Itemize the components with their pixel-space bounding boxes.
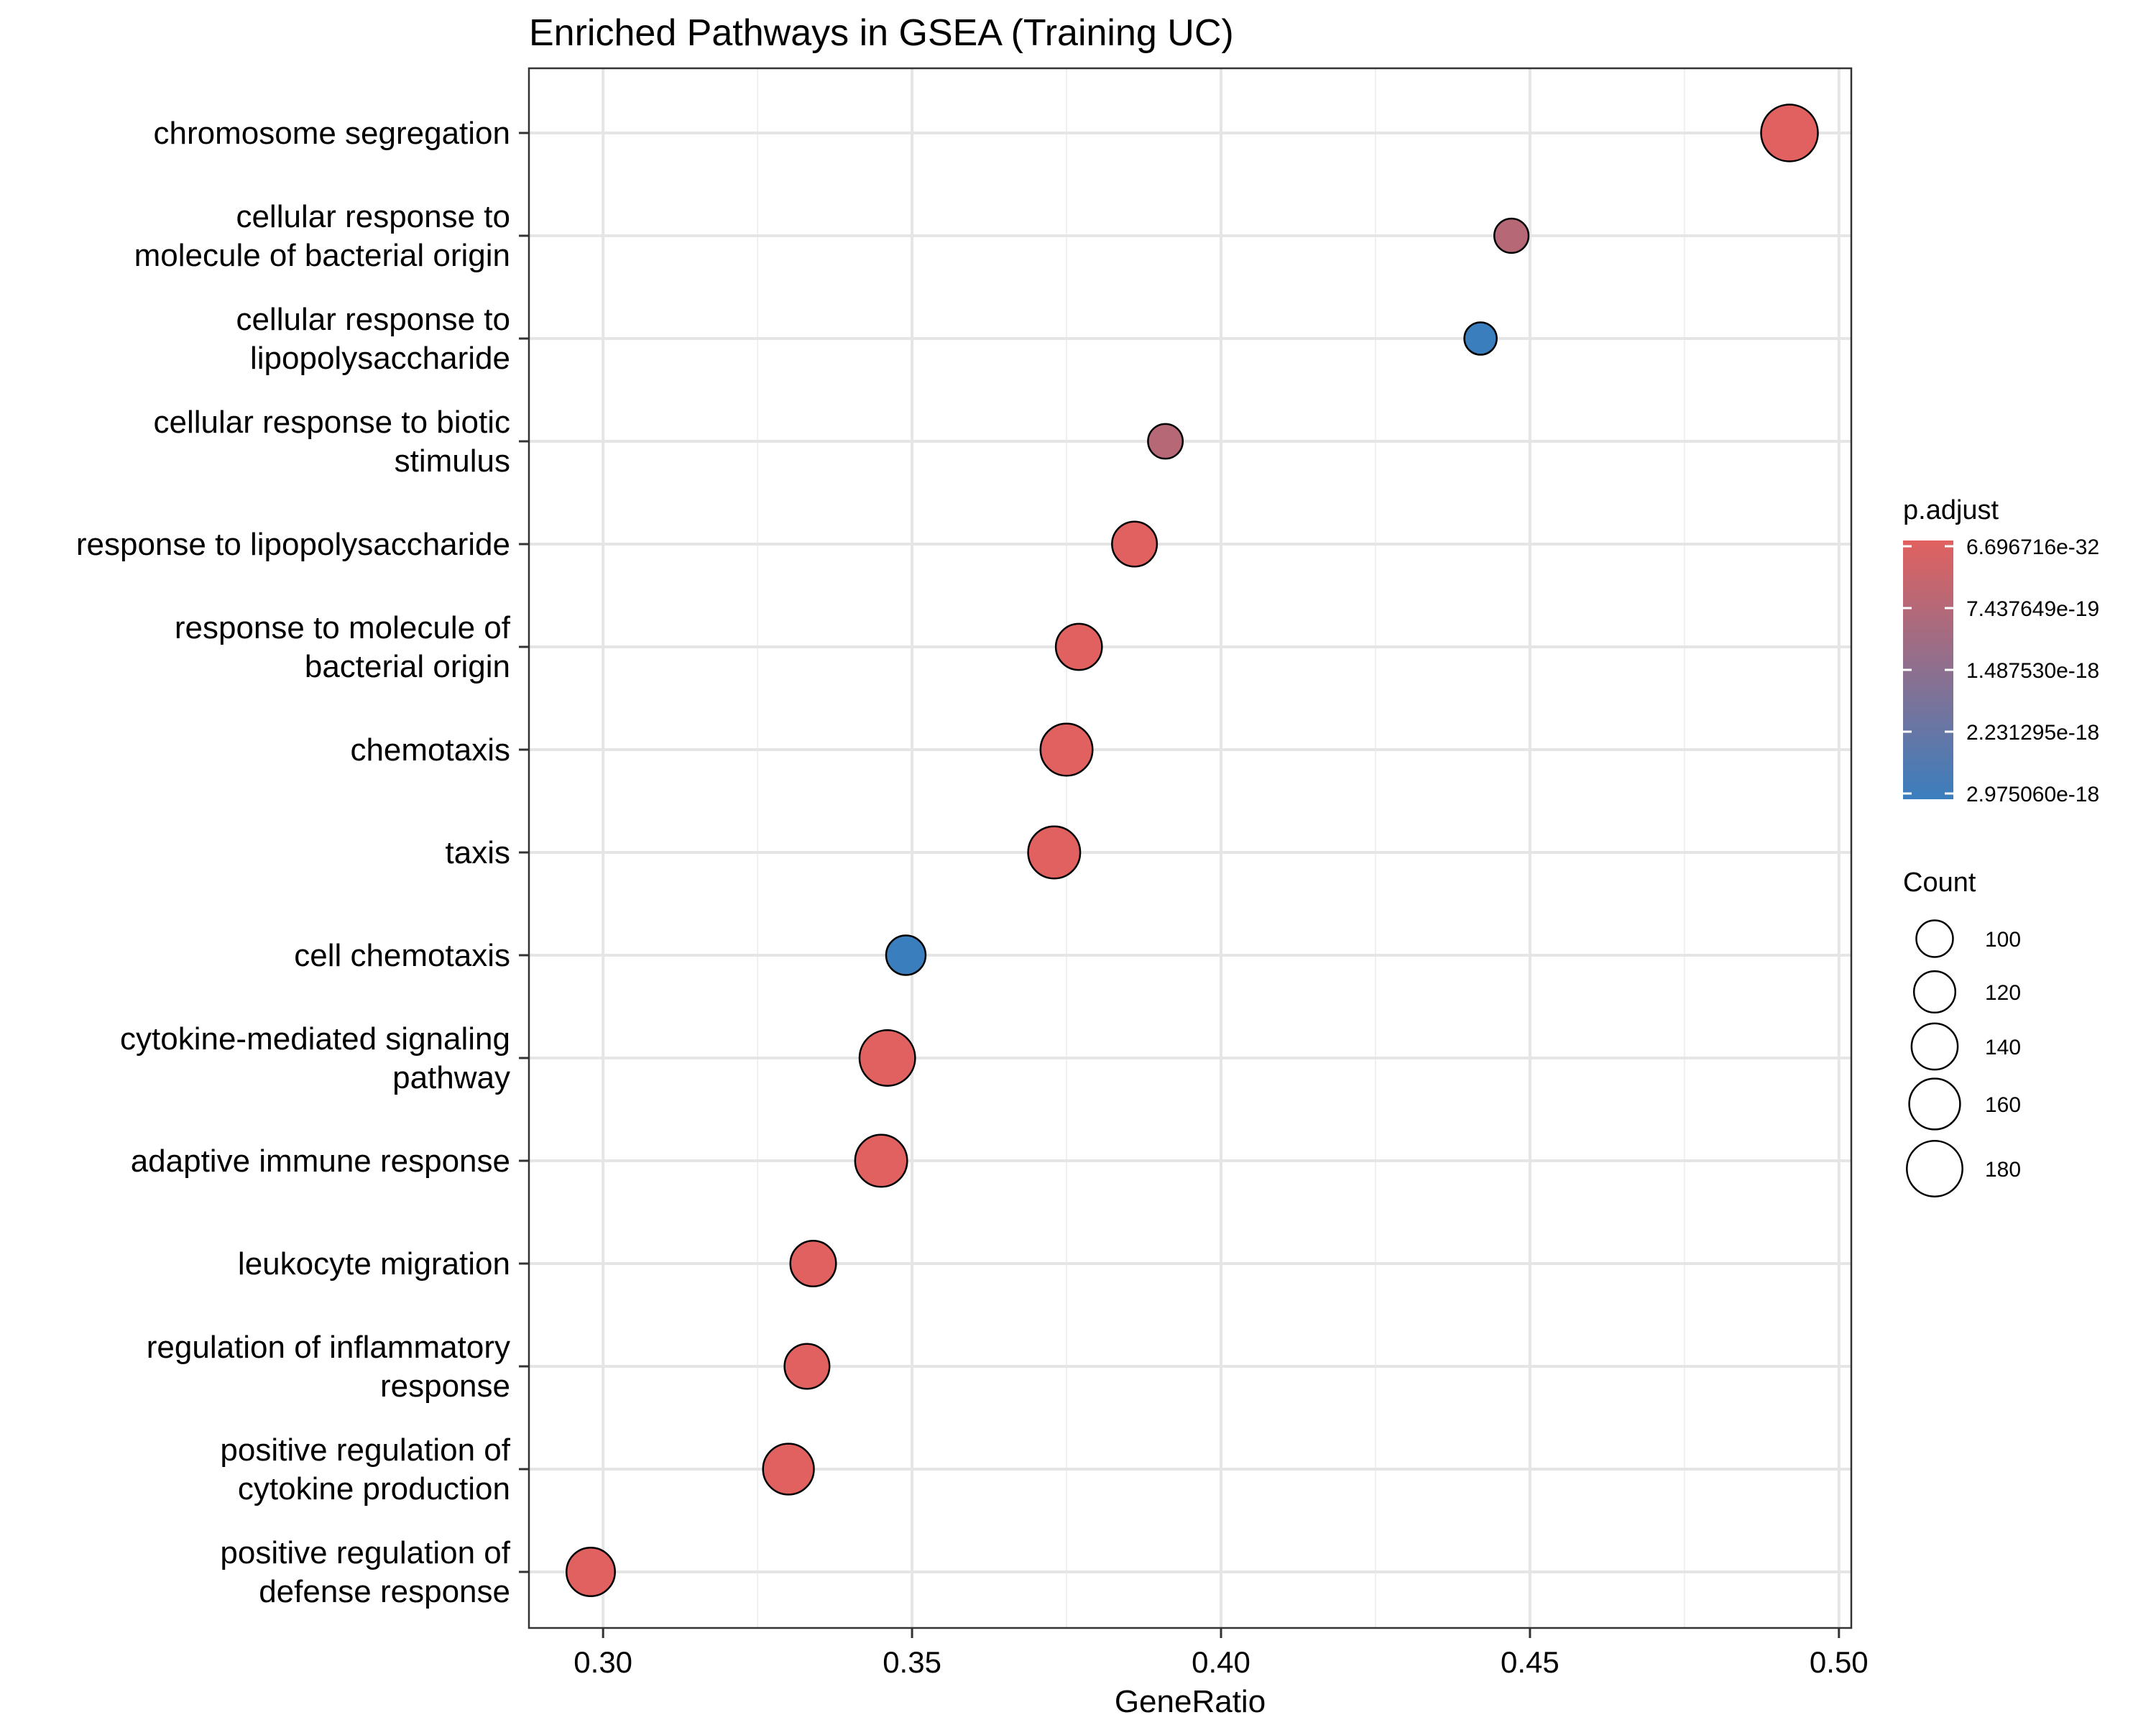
data-point [789, 1239, 837, 1288]
chart-title: Enriched Pathways in GSEA (Training UC) [529, 12, 1234, 54]
data-point [1493, 217, 1530, 254]
data-point [1147, 423, 1184, 460]
y-tick-label: cellular response to lipopolysaccharide [236, 302, 510, 376]
data-point [1111, 520, 1158, 568]
size-legend-label: 180 [1985, 1158, 2021, 1182]
size-legend-label: 140 [1985, 1036, 2021, 1059]
size-legend-title: Count [1903, 868, 1976, 898]
x-axis: 0.30 0.35 0.40 0.45 0.50 [573, 1628, 1869, 1679]
size-legend-label: 100 [1985, 928, 2021, 952]
color-legend: p.adjust 6.696716e-32 7.437649e-19 1.48753… [1903, 495, 2099, 806]
size-legend: Count 100 120 140 160 180 [1903, 868, 2021, 1197]
data-point [1760, 104, 1819, 162]
y-tick-label: leukocyte migration [238, 1246, 510, 1282]
y-tick-label: regulation of inflammatory response [147, 1330, 510, 1404]
x-tick-label: 0.50 [1810, 1645, 1869, 1679]
y-tick-label: cell chemotaxis [294, 938, 510, 973]
data-point [858, 1029, 916, 1087]
plot-panel [529, 68, 1851, 1628]
data-point [1027, 825, 1082, 880]
y-tick-label: positive regulation of defense response [220, 1535, 510, 1609]
size-legend-circle [1908, 1077, 1961, 1131]
size-legend-circle [1915, 919, 1954, 958]
size-legend-circle [1910, 1022, 1959, 1071]
y-tick-label: cellular response to biotic stimulus [154, 405, 510, 479]
color-legend-label: 1.487530e-18 [1966, 659, 2099, 683]
gridlines [529, 68, 1851, 1628]
size-legend-circle [1906, 1140, 1963, 1197]
color-legend-label: 7.437649e-19 [1966, 597, 2099, 621]
y-tick-label: chromosome segregation [154, 116, 510, 151]
color-legend-label: 2.975060e-18 [1966, 783, 2099, 806]
data-point [854, 1133, 908, 1188]
x-tick-label: 0.45 [1501, 1645, 1560, 1679]
y-tick-label: taxis [446, 835, 510, 870]
data-point [1039, 722, 1094, 777]
data-point [783, 1343, 831, 1390]
x-tick-label: 0.30 [573, 1645, 632, 1679]
size-legend-label: 120 [1985, 981, 2021, 1005]
y-tick-label: response to molecule of bacterial origin [175, 610, 511, 684]
color-legend-label: 2.231295e-18 [1966, 721, 2099, 745]
y-tick-label: cellular response to molecule of bacteria… [134, 199, 510, 273]
color-legend-title: p.adjust [1903, 495, 1999, 525]
size-legend-circle [1912, 970, 1957, 1014]
x-tick-label: 0.40 [1192, 1645, 1250, 1679]
color-legend-label: 6.696716e-32 [1966, 535, 2099, 559]
data-points [565, 104, 1819, 1597]
x-tick-label: 0.35 [883, 1645, 941, 1679]
y-tick-label: chemotaxis [350, 732, 510, 768]
data-point [565, 1547, 616, 1597]
size-legend-label: 160 [1985, 1093, 2021, 1117]
y-tick-label: response to lipopolysaccharide [76, 527, 510, 562]
y-tick-label: positive regulation of cytokine productio… [220, 1432, 510, 1506]
data-point [1463, 321, 1498, 356]
data-point [762, 1443, 815, 1496]
y-axis: chromosome segregation cellular response … [76, 116, 529, 1609]
x-axis-label: GeneRatio [1115, 1684, 1266, 1719]
data-point [1054, 622, 1103, 671]
y-tick-label: adaptive immune response [131, 1144, 510, 1179]
data-point [885, 934, 927, 976]
y-tick-label: cytokine-mediated signaling pathway [120, 1021, 510, 1095]
panel-border [528, 67, 1853, 1629]
